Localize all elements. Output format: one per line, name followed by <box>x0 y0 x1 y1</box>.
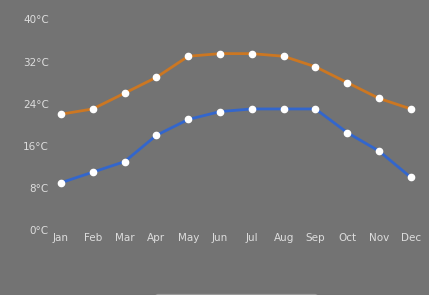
Legend: máximas, mínimas: máximas, mínimas <box>155 294 317 295</box>
